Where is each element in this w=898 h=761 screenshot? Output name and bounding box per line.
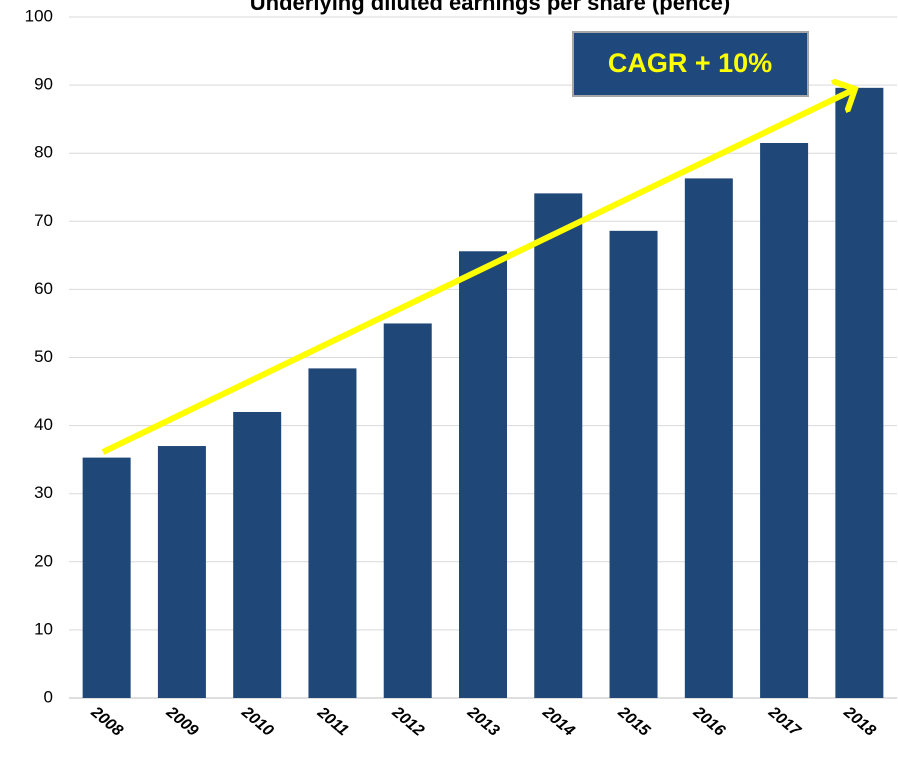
y-tick-label: 80 <box>34 143 53 162</box>
x-tick-label: 2018 <box>840 703 879 740</box>
y-tick-label: 0 <box>44 687 53 706</box>
y-tick-label: 30 <box>34 483 53 502</box>
trend-arrow <box>101 89 855 455</box>
y-tick-label: 100 <box>25 6 53 25</box>
bar <box>835 87 884 699</box>
y-tick-label: 50 <box>34 347 53 366</box>
x-tick-label: 2010 <box>237 703 276 740</box>
bar <box>684 178 733 699</box>
x-tick-label: 2008 <box>87 703 126 740</box>
x-tick-label: 2017 <box>764 703 804 740</box>
x-tick-label: 2013 <box>463 703 502 740</box>
x-tick-label: 2009 <box>162 703 201 740</box>
bar <box>308 368 357 698</box>
y-tick-label: 70 <box>34 211 53 230</box>
x-tick-label: 2015 <box>614 703 654 740</box>
annotation: CAGR + 10% <box>608 48 772 78</box>
bar <box>534 193 583 698</box>
bar <box>760 142 809 699</box>
bar <box>82 457 131 698</box>
bar <box>233 411 282 698</box>
x-tick-label: 2014 <box>539 703 578 740</box>
bar <box>157 446 206 698</box>
x-tick-label: 2011 <box>313 704 351 740</box>
y-tick-label: 40 <box>34 415 53 434</box>
bar <box>459 251 507 698</box>
y-tick-label: 10 <box>34 619 53 638</box>
x-tick-label: 2012 <box>388 703 427 740</box>
y-tick-label: 90 <box>34 75 53 94</box>
y-tick-label: 20 <box>34 551 53 570</box>
bar <box>383 323 432 698</box>
chart-title: Underlying diluted earnings per share (p… <box>250 0 730 15</box>
y-tick-label: 60 <box>34 279 53 298</box>
bars <box>82 87 884 699</box>
x-tick-label: 2016 <box>689 703 728 740</box>
bar <box>609 230 658 699</box>
annotation-box <box>572 31 809 97</box>
